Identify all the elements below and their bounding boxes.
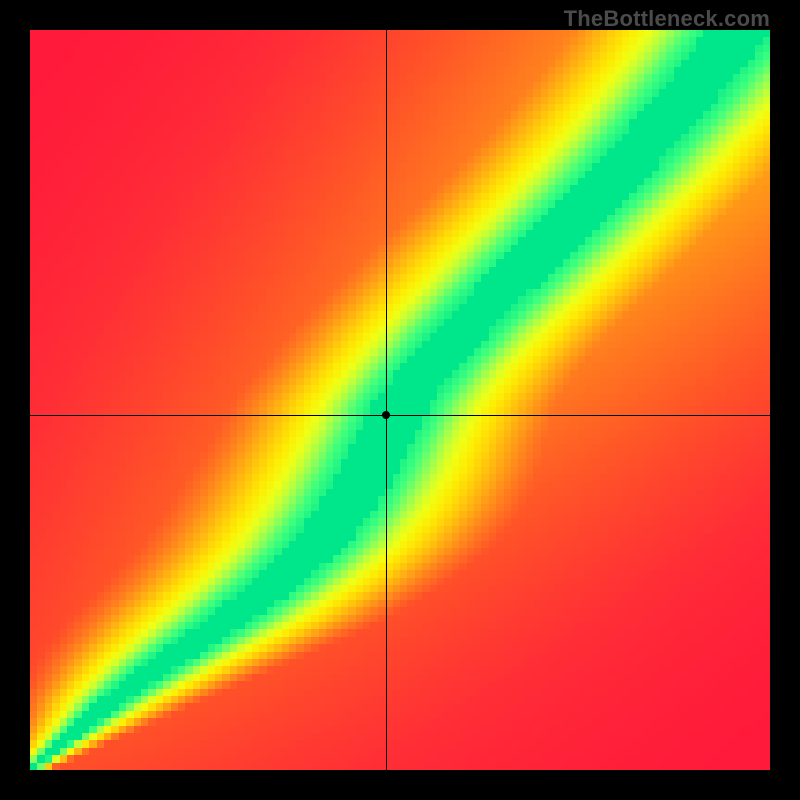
plot-overlay — [30, 30, 770, 770]
watermark-text: TheBottleneck.com — [564, 6, 770, 32]
crosshair-horizontal — [30, 415, 770, 416]
outer-frame: TheBottleneck.com — [0, 0, 800, 800]
marker-dot — [382, 411, 390, 419]
crosshair-vertical — [386, 30, 387, 770]
